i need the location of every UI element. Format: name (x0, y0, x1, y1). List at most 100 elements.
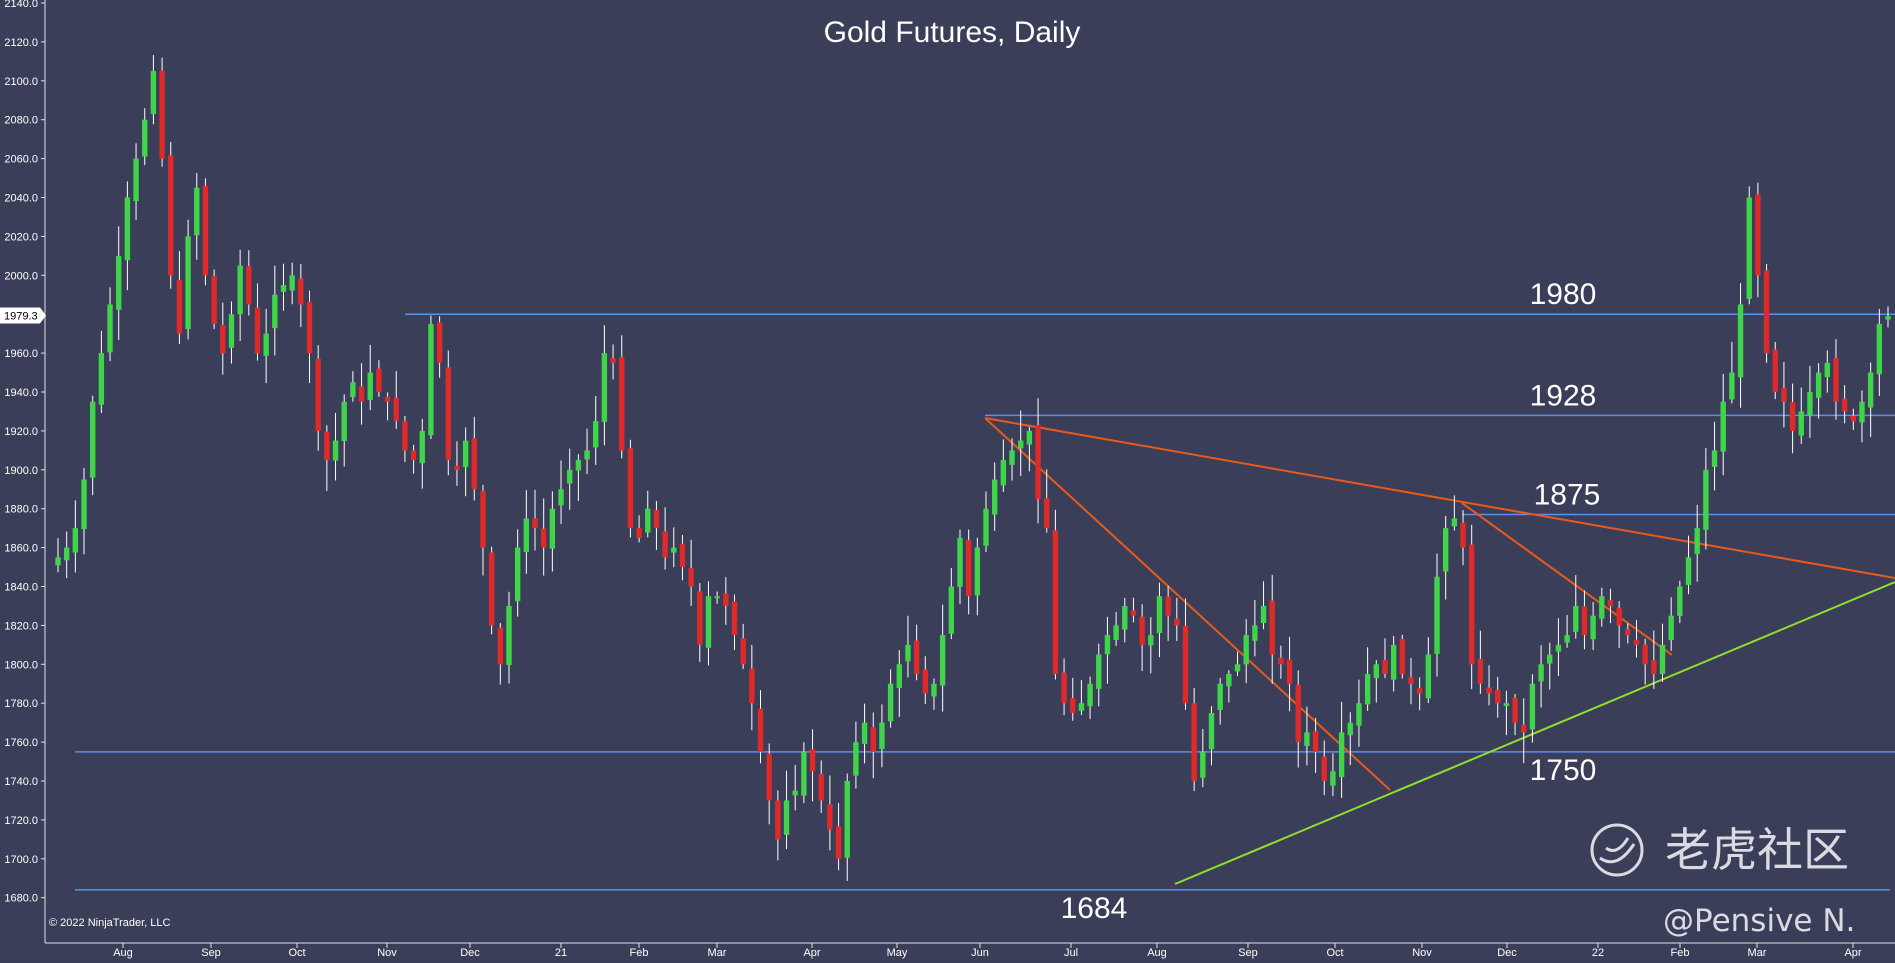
candle-body (1625, 629, 1631, 636)
candle-body (63, 547, 70, 561)
candle-body (783, 800, 790, 835)
candle-body (1087, 683, 1093, 707)
candle-body (202, 185, 209, 276)
candle-body (1304, 732, 1310, 746)
y-tick-label: 1940.0 (4, 387, 38, 399)
candle-body (1486, 687, 1492, 694)
candle-body (358, 386, 365, 402)
candle-body (289, 275, 295, 291)
candle-body (1026, 430, 1033, 445)
candle-body (506, 605, 512, 666)
current-price-tag-shape (0, 307, 46, 324)
y-tick-label: 1960.0 (4, 348, 38, 360)
candle-body (1885, 316, 1891, 320)
candle-body (332, 440, 339, 461)
candle-body (211, 275, 217, 324)
y-tick-label: 1760.0 (4, 737, 38, 749)
x-tick-label: Feb (630, 947, 649, 959)
candle-body (913, 640, 920, 675)
candle-body (627, 448, 634, 529)
candle-body (514, 547, 521, 602)
resistance-line-main (984, 417, 1895, 579)
candle-body (1503, 703, 1510, 707)
candle-body (1737, 304, 1744, 378)
tiger-logo-icon (1590, 823, 1644, 877)
resistance-line-steep (984, 417, 1391, 791)
x-tick-label: Nov (1412, 947, 1432, 959)
candle-body (1703, 469, 1709, 530)
x-tick-label: Aug (113, 947, 133, 959)
candle-body (376, 368, 382, 392)
candle-body (1850, 415, 1856, 422)
candle-body (705, 596, 712, 648)
candle-body (879, 722, 885, 749)
y-tick-label: 2040.0 (4, 193, 38, 205)
y-tick-label: 1820.0 (4, 620, 38, 632)
candle-body (306, 301, 313, 354)
y-tick-label: 2100.0 (4, 76, 38, 88)
candle-body (1711, 450, 1718, 467)
candle-body (1477, 658, 1484, 684)
candle-body (679, 543, 686, 568)
x-axis-ticks: Aug Sep Oct Nov Dec 21 Feb Mar Apr May Jun Jul Aug Se… (113, 943, 1862, 959)
candle-body (757, 708, 764, 752)
candle-body (853, 742, 859, 776)
candle-body (1234, 664, 1241, 672)
candle-body (194, 187, 200, 236)
candle-body (922, 669, 928, 694)
candle-body (1607, 600, 1614, 606)
candle-body (827, 804, 833, 830)
candle-body (1286, 659, 1293, 684)
level-label-1980: 1980 (1530, 278, 1597, 311)
candle-body (324, 431, 330, 461)
candle-body (636, 527, 642, 538)
candle-body (1408, 677, 1414, 684)
candle-body (723, 593, 729, 606)
x-tick-label: Jun (971, 947, 989, 959)
candle-body (1772, 349, 1778, 392)
candle-body (1807, 392, 1813, 416)
candle-body (1529, 683, 1536, 730)
candle-body (1096, 654, 1102, 689)
candle-body (462, 440, 469, 468)
candle-body (567, 469, 573, 484)
tiger-community-watermark: 老虎社区 @Pensive N. (1590, 823, 1855, 939)
candle-body (1599, 596, 1605, 619)
candle-body (497, 627, 504, 665)
candle-body (1590, 615, 1596, 640)
candle-body (549, 508, 556, 549)
candle-body (1789, 402, 1796, 431)
candle-body (1798, 411, 1804, 436)
candle-body (55, 557, 61, 566)
candle-body (731, 601, 738, 636)
candle-body (98, 353, 105, 405)
candle-body (1425, 654, 1432, 699)
x-tick-label: Aug (1147, 947, 1167, 959)
candle-body (1521, 724, 1527, 733)
candle-body (168, 155, 174, 276)
current-price-tag: 1979.3 (0, 307, 46, 324)
y-tick-label: 2140.0 (4, 0, 38, 10)
y-tick-label: 2060.0 (4, 154, 38, 166)
candle-body (1581, 606, 1588, 636)
candle-body (1078, 703, 1085, 711)
candle-body (1035, 425, 1041, 499)
candle-body (974, 547, 981, 596)
candle-body (1269, 600, 1275, 655)
candle-body (1113, 625, 1119, 640)
candle-body (159, 70, 165, 159)
candle-body (593, 421, 599, 448)
candle-body (1208, 712, 1215, 750)
candle-body (1018, 440, 1024, 449)
candle-body (1469, 544, 1475, 665)
candle-body (480, 490, 486, 548)
candle-body (1104, 635, 1111, 655)
y-tick-label: 1920.0 (4, 426, 38, 438)
candle-body (1139, 616, 1145, 645)
candle-body (740, 638, 746, 665)
candle-body (254, 307, 261, 354)
candle-body (367, 372, 373, 400)
candle-body (1390, 644, 1397, 680)
candle-body (1182, 625, 1189, 704)
candle-body (246, 266, 252, 305)
